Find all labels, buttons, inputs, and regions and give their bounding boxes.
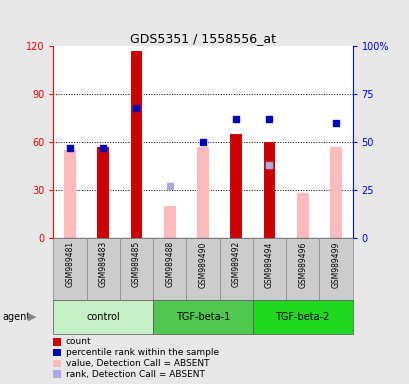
Text: GSM989499: GSM989499 <box>330 241 339 288</box>
Bar <box>263 142 274 238</box>
Text: ▶: ▶ <box>28 312 36 322</box>
Bar <box>153 300 252 334</box>
Bar <box>329 147 341 238</box>
Bar <box>53 300 153 334</box>
Bar <box>164 206 175 238</box>
Text: GSM989490: GSM989490 <box>198 241 207 288</box>
Text: TGF-beta-1: TGF-beta-1 <box>175 312 229 322</box>
Bar <box>197 147 208 238</box>
Bar <box>153 238 186 300</box>
Text: GSM989483: GSM989483 <box>99 241 108 287</box>
Bar <box>186 238 219 300</box>
Text: percentile rank within the sample: percentile rank within the sample <box>65 348 218 357</box>
Bar <box>64 150 76 238</box>
Text: GSM989496: GSM989496 <box>297 241 306 288</box>
Bar <box>53 238 86 300</box>
Text: GSM989492: GSM989492 <box>231 241 240 287</box>
Bar <box>296 193 308 238</box>
Text: value, Detection Call = ABSENT: value, Detection Call = ABSENT <box>65 359 209 368</box>
Text: rank, Detection Call = ABSENT: rank, Detection Call = ABSENT <box>65 370 204 379</box>
Bar <box>252 238 285 300</box>
Text: TGF-beta-2: TGF-beta-2 <box>275 312 329 322</box>
Title: GDS5351 / 1558556_at: GDS5351 / 1558556_at <box>130 32 275 45</box>
Text: GSM989494: GSM989494 <box>264 241 273 288</box>
Bar <box>119 238 153 300</box>
Text: agent: agent <box>2 312 30 322</box>
Bar <box>252 300 352 334</box>
Text: GSM989488: GSM989488 <box>165 241 174 287</box>
Text: GSM989485: GSM989485 <box>132 241 141 287</box>
Bar <box>86 238 119 300</box>
Bar <box>130 51 142 238</box>
Bar <box>219 238 252 300</box>
Text: control: control <box>86 312 120 322</box>
Bar <box>230 134 241 238</box>
Bar <box>97 147 109 238</box>
Bar <box>285 238 319 300</box>
Bar <box>319 238 352 300</box>
Text: GSM989481: GSM989481 <box>65 241 74 287</box>
Text: count: count <box>65 338 91 346</box>
